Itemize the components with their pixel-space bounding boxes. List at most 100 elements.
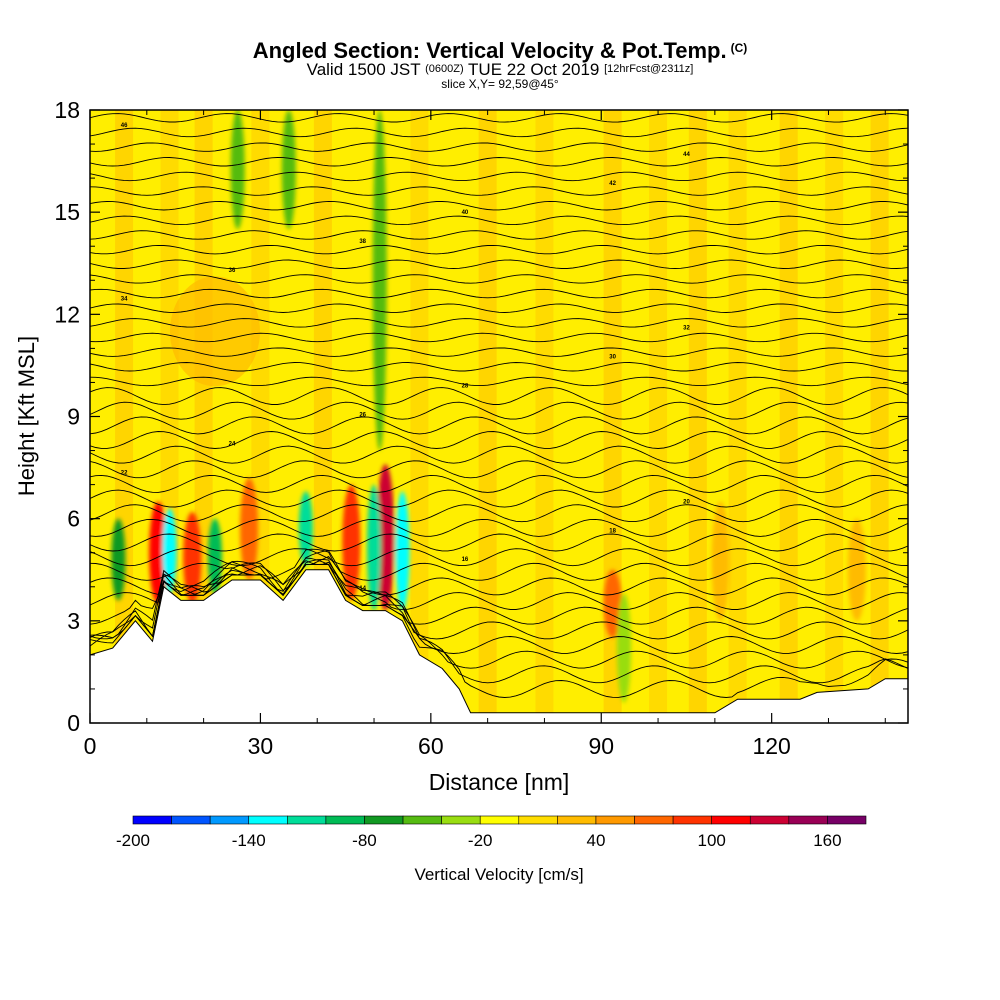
isentrope-label: 26 [359,413,366,419]
chart-header: Angled Section: Vertical Velocity & Pot.… [0,36,1000,91]
colorbar-swatch [171,815,211,825]
isentrope-label: 28 [462,384,469,390]
isentrope-line [90,362,908,372]
isentrope-line [90,259,908,269]
y-tick-label: 15 [54,199,80,225]
isentrope-line [90,550,908,596]
isentrope-line [90,416,908,435]
updraft-cell [342,484,361,601]
downdraft-cell [281,110,296,230]
colorbar-swatch [634,815,674,825]
velocity-band [535,110,554,723]
isentrope-line [90,548,908,567]
isentrope-line [90,460,908,479]
colorbar-tick-label: -80 [352,831,377,850]
isentrope-line [90,200,908,211]
isentrope-label: 20 [683,499,690,505]
isentropes [90,113,908,698]
isentrope-label: 30 [609,355,616,361]
isentrope-label: 16 [462,557,469,563]
isentrope-line [90,548,908,581]
updraft-cell [376,464,395,611]
isentrope-line [90,288,908,299]
velocity-band [728,110,747,723]
colorbar-label: Vertical Velocity [cm/s] [414,865,583,884]
x-axis-label: Distance [nm] [429,769,570,795]
isentrope-line [90,127,908,138]
colorbar-swatch [557,815,597,825]
velocity-band [779,110,798,723]
colorbar-swatch [749,815,790,825]
y-tick-label: 12 [54,301,80,327]
colorbar-swatch [479,815,520,825]
isentrope-line [90,564,908,640]
isentrope-line [90,431,908,449]
colorbar-swatch [364,815,404,825]
colorbar-swatch [441,815,481,825]
slice-info: slice X,Y= 92,59@45° [441,77,559,91]
downdraft-cell [298,491,313,567]
isentrope-line [90,186,908,196]
isentrope-line [90,489,908,508]
isentrope-line [90,401,908,420]
x-tick-label: 60 [418,733,444,759]
x-tick-label: 90 [588,733,614,759]
isentrope-label: 14 [359,586,366,592]
colorbar-tick-label: 40 [586,831,605,850]
isentrope-line [90,555,908,611]
y-tick-label: 3 [67,608,80,634]
downdraft-cell [230,110,245,230]
x-axis: 0 30 60 90 120 [84,110,886,759]
plot-area: 10121416182022242628303234363840424446 [90,110,908,723]
isentrope-line [90,215,908,226]
y-tick-label: 9 [67,404,80,430]
colorbar-swatch [672,815,712,825]
isentrope-label: 34 [121,297,128,303]
isentrope-label: 42 [609,181,616,187]
colorbar-swatch [711,815,751,825]
y-tick-label: 6 [67,506,80,532]
colorbar-swatch [287,815,327,825]
isentrope-label: 22 [121,470,128,476]
x-tick-label: 0 [84,733,97,759]
isentrope-line [90,318,908,328]
downdraft-cell [616,593,631,703]
title-unit: (C) [730,41,748,55]
isentrope-line [90,274,908,284]
isentrope-line [90,504,908,523]
y-tick-label: 18 [54,97,80,123]
isentrope-line [90,244,908,255]
colorbar-swatch [788,815,828,825]
isentrope-line [90,376,908,387]
colorbar-tick-label: -200 [116,831,150,850]
downdraft-cell [111,518,126,601]
isentrope-line [90,230,908,240]
colorbar-swatch [827,815,867,825]
isentrope-line [90,562,908,625]
velocity-band [603,110,622,723]
valid-utc: (0600Z) [425,63,464,75]
chart-title: Angled Section: Vertical Velocity & Pot.… [252,38,748,63]
velocity-band [649,110,668,723]
colorbar-swatch [595,815,635,825]
x-tick-label: 120 [752,733,790,759]
y-axis-label: Height [Kft MSL] [14,336,39,496]
isentrope-label: 38 [359,239,366,245]
velocity-band [410,110,429,723]
colorbar-tick-label: -140 [232,831,266,850]
isentrope-line [90,332,908,343]
updraft-cell [711,501,730,621]
velocity-band [825,110,844,723]
terrain [90,569,908,723]
isentrope-line [90,387,908,406]
colorbar: -200 -140 -80 -20 40 100 160 [116,815,867,850]
updraft-cell [847,518,866,621]
isentrope-line [90,303,908,313]
isentrope-label: 24 [229,441,236,447]
velocity-band [478,110,497,723]
isentrope-label: 36 [229,268,236,274]
isentrope-label: 44 [683,152,690,158]
colorbar-tick-label: 160 [813,831,841,850]
